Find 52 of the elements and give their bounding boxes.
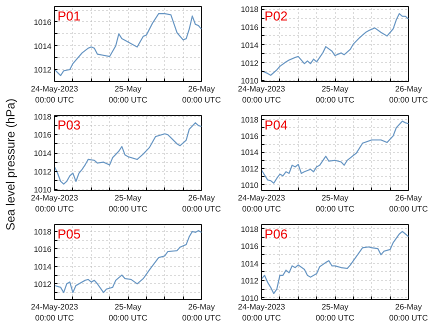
y-tick-label: 1012 — [240, 58, 260, 68]
y-tick-label: 1012 — [240, 164, 260, 174]
x-tick-label: 26-May 00:00 UTC — [182, 194, 222, 214]
y-tick-label: 1014 — [34, 42, 52, 51]
x-tick-label: 24-May-2023 00:00 UTC — [238, 302, 286, 322]
y-tick-label: 1016 — [240, 23, 260, 32]
y-tick-label: 1014 — [240, 259, 260, 268]
x-tick-label: 25-May 00:00 UTC — [316, 194, 355, 214]
chart-title: P01 — [58, 8, 81, 24]
y-tick-label: 1014 — [34, 262, 52, 272]
y-axis-title: Sea level pressure (hPa) — [4, 98, 18, 231]
x-tick-label: 25-May 00:00 UTC — [108, 84, 148, 104]
y-tick-label: 1018 — [34, 227, 52, 236]
x-tick-label: 26-May 00:00 UTC — [182, 302, 222, 322]
y-tick-label: 1016 — [240, 132, 260, 141]
x-tick-label: 25-May 00:00 UTC — [108, 302, 148, 322]
x-tick-label: 25-May 00:00 UTC — [316, 302, 355, 322]
chart-title: P06 — [264, 226, 288, 242]
x-tick-label: 26-May 00:00 UTC — [389, 302, 428, 322]
chart-title: P02 — [264, 8, 288, 24]
y-tick-label: 1018 — [240, 116, 260, 125]
y-tick-label: 1010 — [34, 186, 52, 195]
y-tick-label: 1014 — [34, 149, 52, 158]
x-tick-label: 25-May 00:00 UTC — [108, 194, 148, 214]
x-tick-label: 24-May-2023 00:00 UTC — [238, 194, 286, 214]
x-tick-label: 24-May-2023 00:00 UTC — [30, 84, 79, 104]
y-tick-label: 1012 — [240, 276, 260, 286]
x-tick-label: 26-May 00:00 UTC — [389, 194, 428, 214]
x-tick-label: 26-May 00:00 UTC — [389, 84, 428, 104]
y-tick-label: 1010 — [240, 180, 260, 190]
chart-title: P04 — [264, 118, 288, 132]
y-tick-label: 1010 — [240, 76, 260, 86]
y-tick-label: 1014 — [240, 40, 260, 50]
y-tick-label: 1016 — [240, 242, 260, 252]
y-tick-label: 1016 — [34, 130, 52, 140]
chart-title: P05 — [58, 226, 81, 242]
x-tick-label: 24-May-2023 00:00 UTC — [30, 194, 79, 214]
x-tick-label: 24-May-2023 00:00 UTC — [30, 302, 79, 322]
y-tick-label: 1016 — [34, 244, 52, 254]
y-tick-label: 1010 — [240, 294, 260, 303]
y-tick-label: 1018 — [240, 224, 260, 234]
x-tick-label: 26-May 00:00 UTC — [182, 84, 222, 104]
y-tick-label: 1012 — [34, 66, 52, 75]
y-tick-label: 1018 — [34, 112, 52, 122]
x-tick-label: 25-May 00:00 UTC — [316, 84, 355, 104]
y-tick-label: 1014 — [240, 148, 260, 158]
x-tick-label: 24-May-2023 00:00 UTC — [238, 84, 286, 104]
y-tick-label: 1012 — [34, 167, 52, 176]
y-tick-label: 1012 — [34, 280, 52, 289]
chart-title: P03 — [58, 118, 81, 132]
y-tick-label: 1016 — [34, 18, 52, 27]
y-tick-label: 1018 — [240, 5, 260, 14]
